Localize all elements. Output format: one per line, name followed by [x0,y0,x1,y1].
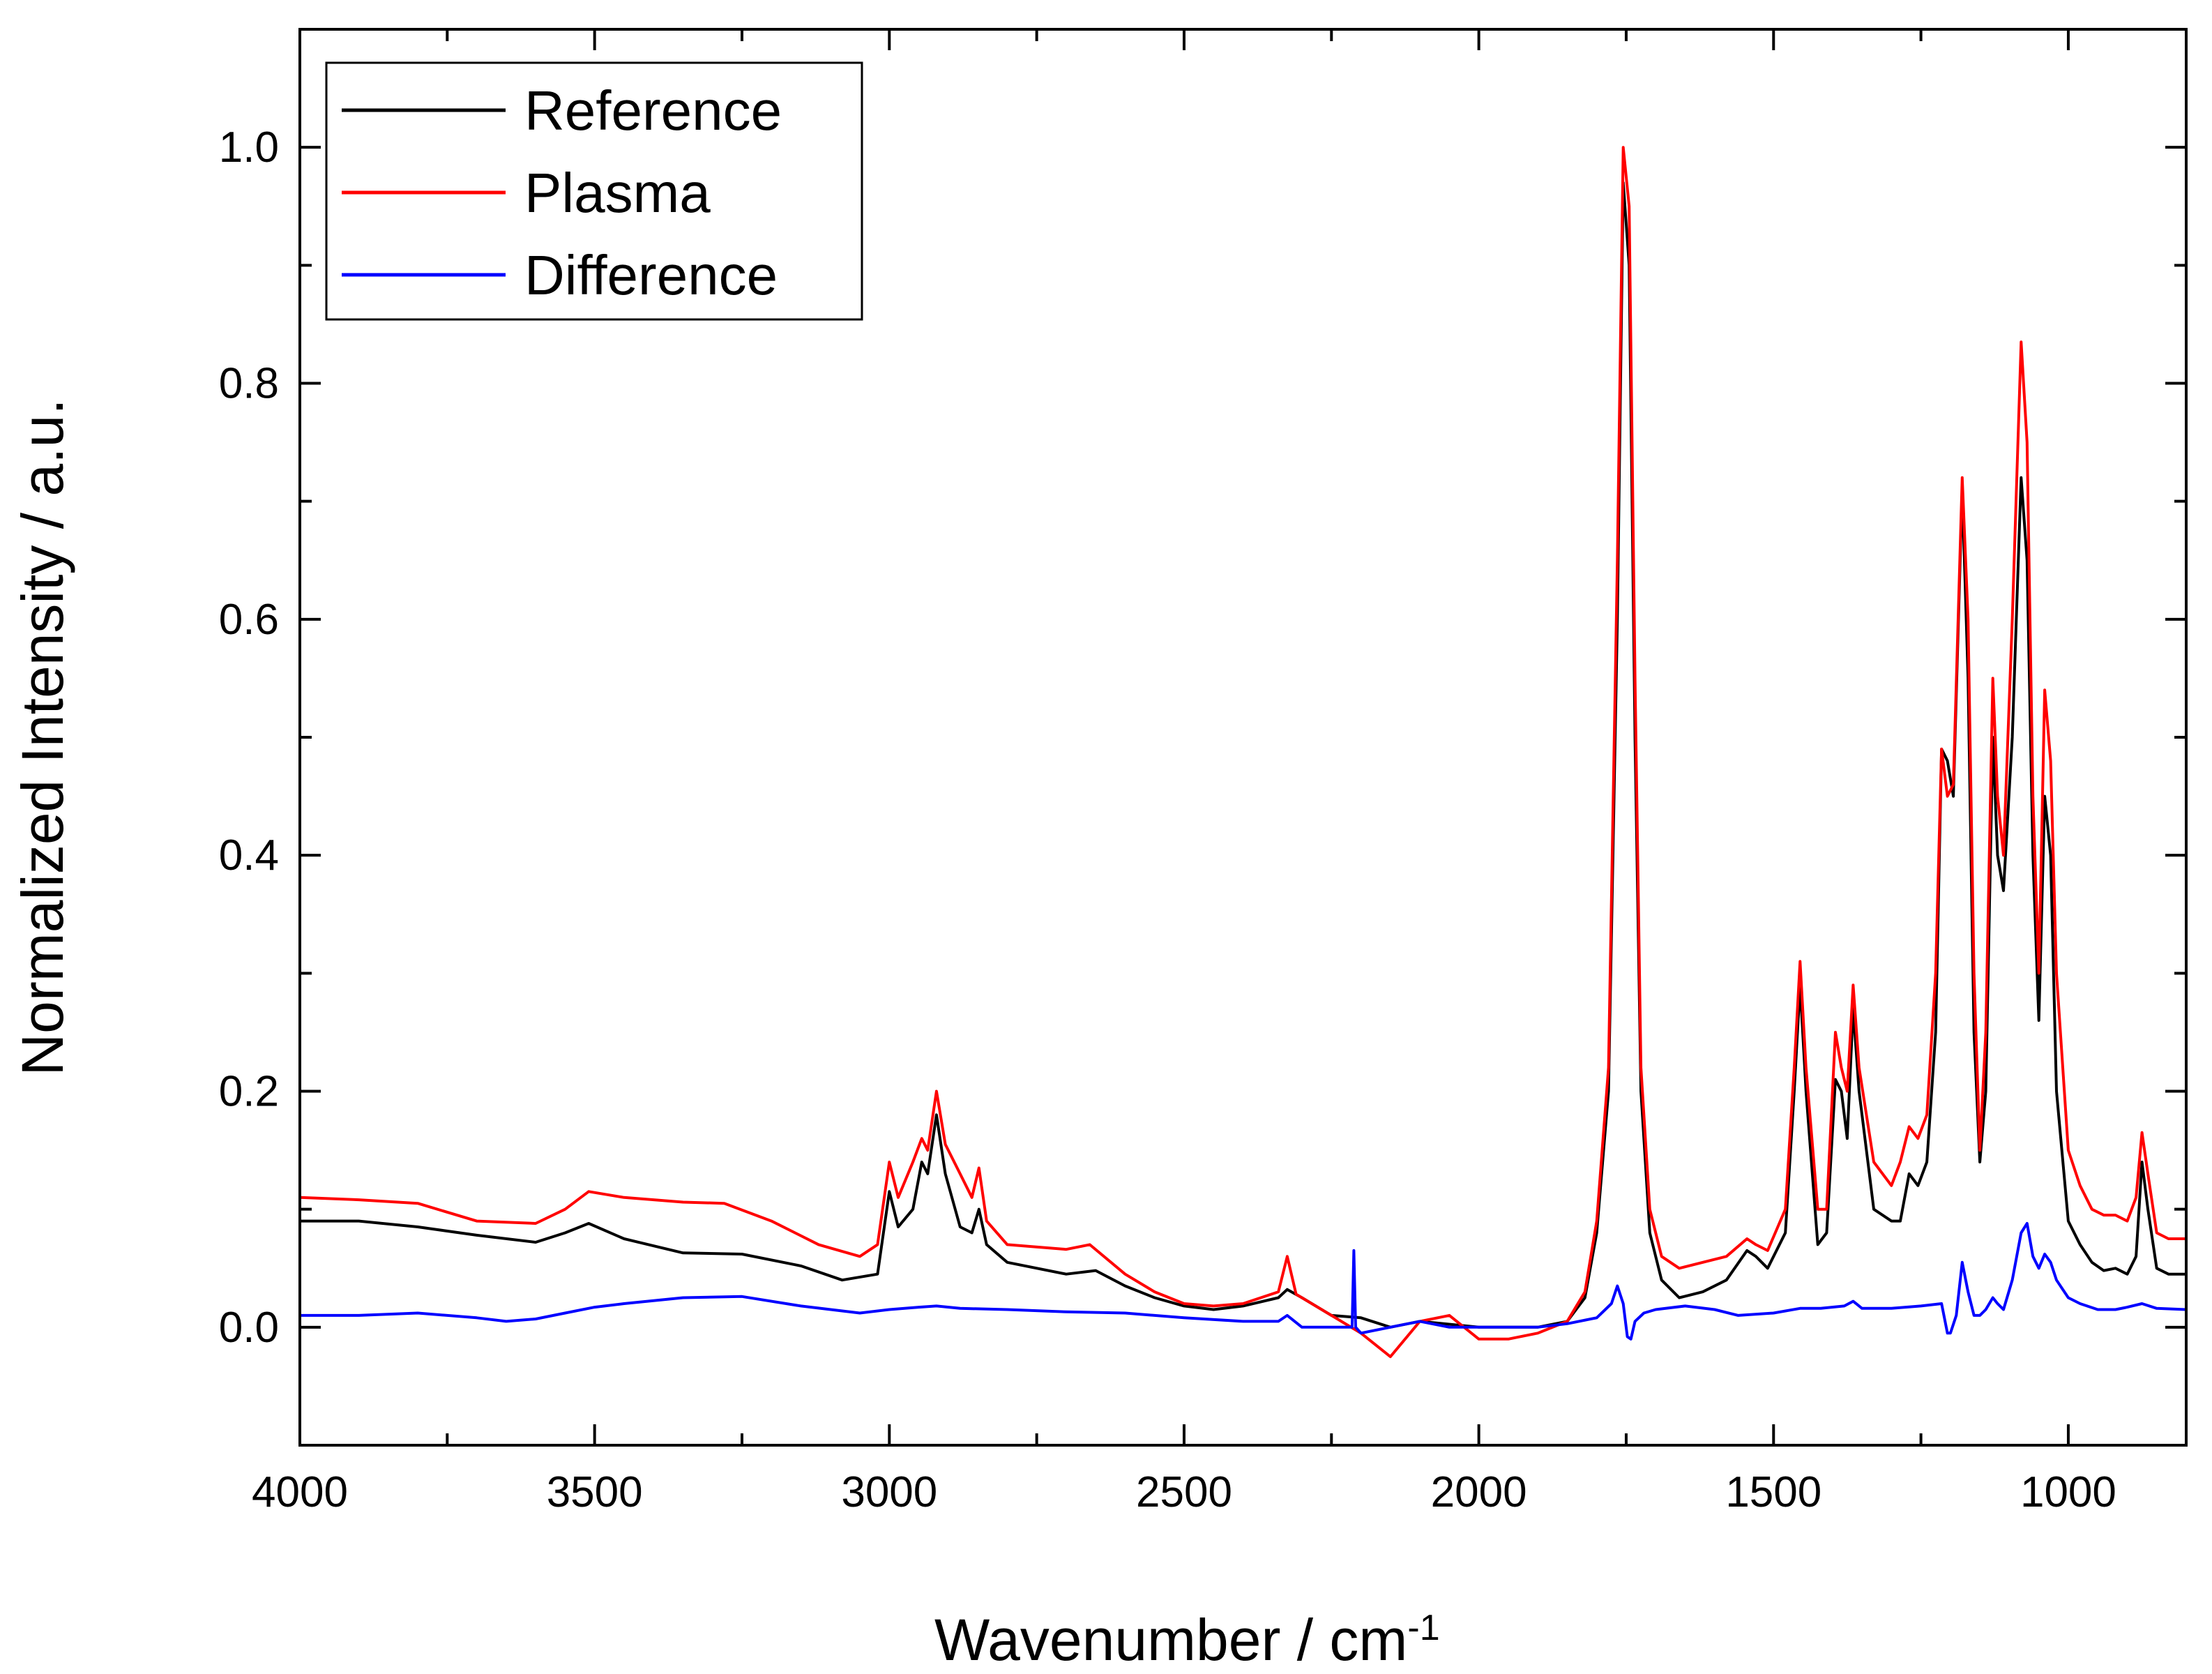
legend-label-reference: Reference [524,80,782,142]
series-line-difference [298,1222,2188,1341]
x-tick-label: 4000 [252,1468,348,1516]
axis-ticks: 4000 3500 3000 2500 2000 1500 1000 0.0 0.2 0.4 0.6… [219,29,2186,1516]
series-line-reference [298,181,2188,1329]
legend-label-plasma: Plasma [524,162,711,224]
y-tick-label: 0.2 [219,1068,279,1116]
y-axis-title: Normalized Intensity / a.u. [10,398,75,1076]
x-tick-label: 3500 [547,1468,643,1516]
x-axis-title-text: Wavenumber / cm [934,1607,1407,1673]
y-tick-label: 0.6 [219,596,279,644]
x-tick-label: 1000 [2020,1468,2116,1516]
series-lines [298,146,2188,1359]
y-tick-label: 0.4 [219,831,279,880]
x-tick-label: 1500 [1725,1468,1821,1516]
plot-frame [298,28,2188,1447]
y-tick-label: 0.8 [219,360,279,408]
y-tick-label: 1.0 [219,123,279,172]
x-tick-label: 2500 [1136,1468,1232,1516]
legend-label-difference: Difference [524,244,778,306]
x-axis-title: Wavenumber / cm-1 [934,1607,1440,1673]
x-tick-label: 3000 [841,1468,937,1516]
legend: Reference Plasma Difference [325,61,863,321]
x-tick-label: 2000 [1431,1468,1527,1516]
y-tick-label: 0.0 [219,1304,279,1352]
x-axis-title-exponent: -1 [1407,1608,1439,1648]
series-line-plasma [298,146,2188,1359]
